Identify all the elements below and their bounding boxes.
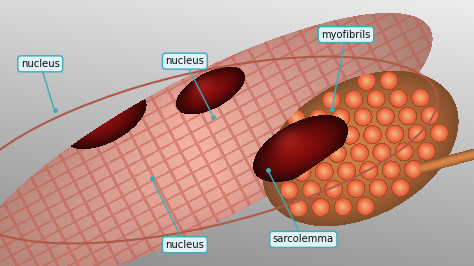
Text: sarcolemma: sarcolemma: [273, 234, 334, 244]
Text: myofibrils: myofibrils: [321, 30, 371, 40]
Text: nucleus: nucleus: [165, 240, 204, 250]
Text: nucleus: nucleus: [165, 56, 204, 66]
Text: nucleus: nucleus: [21, 59, 60, 69]
